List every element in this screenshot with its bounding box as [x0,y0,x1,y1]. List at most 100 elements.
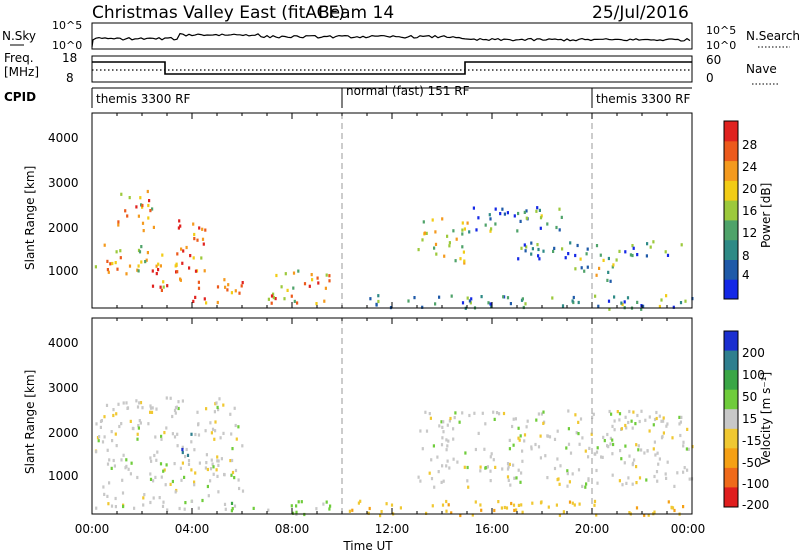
echo-cell [252,506,255,510]
echo-cell [469,301,472,305]
echo-cell [653,510,656,514]
echo-cell [106,494,109,498]
echo-cell [584,485,587,489]
echo-cell [385,502,388,506]
echo-cell [628,454,631,458]
echo-cell [546,434,549,438]
echo-cell [205,453,208,457]
echo-cell [169,482,172,486]
echo-cell [595,450,599,454]
echo-cell [217,459,220,463]
echo-cell [211,427,215,431]
echo-cell [179,466,182,470]
echo-cell [292,271,296,275]
freq-trace [92,61,692,75]
power-ytick-2000: 2000 [48,221,79,235]
echo-cell [637,444,640,448]
echo-cell [324,286,327,290]
echo-cell [631,426,634,430]
vel-cb-tick-m200: -200 [742,498,769,512]
echo-cell [609,436,612,440]
echo-cell [503,212,506,216]
echo-cell [226,288,229,292]
echo-cell [234,468,238,473]
echo-cell [108,481,111,485]
echo-cell [630,419,633,423]
echo-cell [585,482,588,486]
echo-cell [631,482,634,486]
echo-cell [202,242,205,246]
echo-cell [618,479,621,483]
vel-ytick-1000: 1000 [48,469,79,483]
echo-cell [128,264,132,268]
power-cb-tick-12: 12 [742,226,757,240]
echo-cell [152,225,155,229]
echo-cell [421,447,424,451]
echo-cell [230,432,233,436]
echo-cell [455,237,458,241]
echo-cell [152,496,155,500]
echo-cell [652,447,655,451]
echo-cell [494,222,497,226]
echo-cell [523,210,526,214]
echo-cell [603,439,606,443]
echo-cell [652,240,655,244]
echo-cell [631,253,634,258]
echo-cell [449,416,452,421]
date-label: 25/Jul/2016 [592,3,689,23]
echo-cell [142,229,145,233]
echo-cell [107,270,110,274]
echo-cell [666,422,669,426]
cpid-label: CPID [4,90,36,104]
echo-cell [537,445,541,449]
echo-cell [438,424,441,428]
echo-cell [203,269,206,273]
echo-cell [574,413,577,417]
echo-cell [508,447,511,451]
colorbar-swatch [724,487,738,508]
echo-cell [407,299,410,303]
echo-cell [521,459,524,463]
echo-cell [542,249,545,253]
vel-ytick-2000: 2000 [48,426,79,440]
echo-cell [493,508,496,513]
echo-cell [642,304,645,308]
echo-cell [594,294,597,298]
echo-cell [328,279,331,283]
echo-cell [300,500,303,504]
echo-cell [560,215,563,219]
echo-cell [155,458,158,462]
echo-cell [596,446,599,450]
echo-cell [241,489,245,493]
echo-cell [144,260,147,264]
echo-cell [499,212,502,216]
echo-cell [431,504,434,508]
echo-cell [445,438,448,442]
echo-cell [525,425,528,429]
echo-cell [640,307,643,311]
echo-cell [197,422,200,426]
echo-cell [658,414,661,418]
echo-cell [540,214,543,218]
echo-cell [446,459,449,463]
echo-cell [538,208,541,212]
echo-cell [155,264,158,268]
echo-cell [192,299,195,303]
echo-cell [515,476,518,480]
echo-cell [494,465,497,469]
echo-cell [233,406,236,410]
noise-tick-left-bottom: 10^0 [52,39,82,52]
echo-cell [275,273,278,278]
echo-cell [593,499,597,503]
echo-cell [587,455,590,459]
echo-cell [525,216,528,220]
echo-cell [194,471,197,475]
echo-cell [671,506,675,510]
echo-cell [431,218,434,222]
echo-cell [325,273,328,277]
echo-cell [571,299,574,303]
nsearch-label: N.Search [746,29,800,43]
echo-cell [524,302,527,306]
echo-cell [212,472,215,476]
echo-cell [224,285,227,289]
